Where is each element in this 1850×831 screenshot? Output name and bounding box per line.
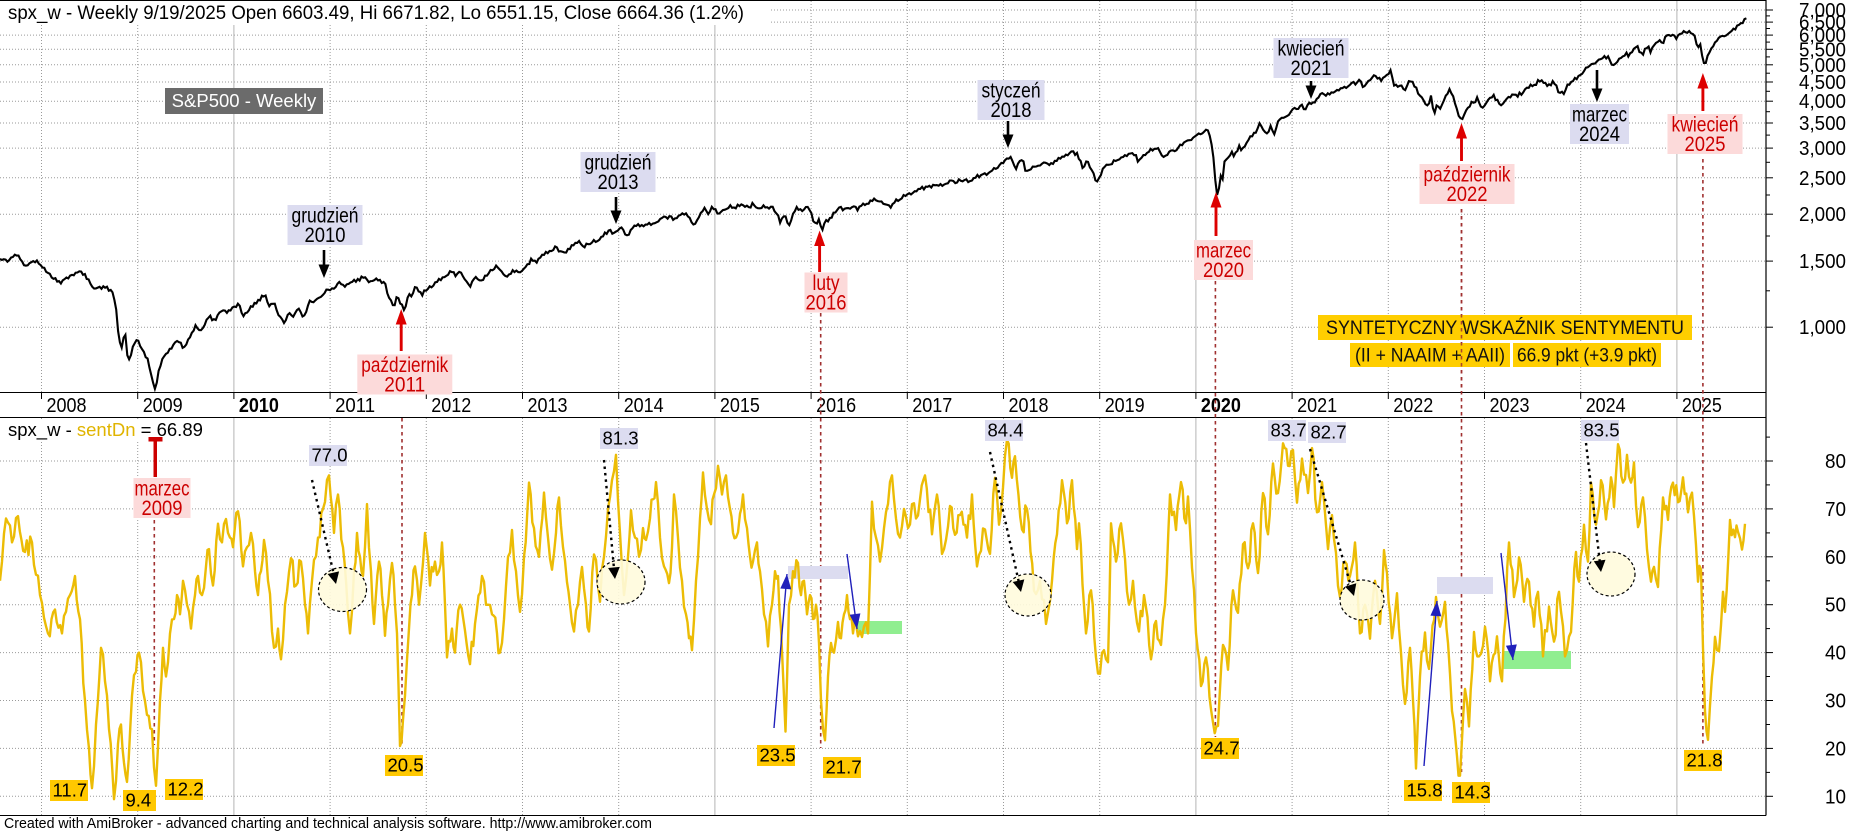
svg-text:2025: 2025 [1685, 133, 1726, 156]
svg-text:2011: 2011 [384, 374, 425, 397]
svg-text:2010: 2010 [305, 224, 346, 247]
svg-text:84.4: 84.4 [988, 420, 1024, 441]
svg-text:6,500: 6,500 [1799, 12, 1846, 34]
svg-text:2009: 2009 [142, 497, 183, 520]
svg-text:S&P500 - Weekly: S&P500 - Weekly [172, 90, 317, 111]
svg-text:2021: 2021 [1291, 57, 1332, 80]
svg-text:spx_w - Weekly 9/19/2025 Open: spx_w - Weekly 9/19/2025 Open 6603.49, H… [8, 3, 744, 24]
svg-text:4,000: 4,000 [1799, 91, 1846, 113]
svg-text:marzec: marzec [135, 478, 190, 501]
svg-text:2016: 2016 [806, 292, 847, 315]
svg-text:grudzień: grudzień [585, 152, 652, 175]
svg-text:5,500: 5,500 [1799, 39, 1846, 61]
svg-text:kwiecień: kwiecień [1672, 114, 1739, 137]
svg-text:1,500: 1,500 [1799, 251, 1846, 273]
svg-text:11.7: 11.7 [53, 780, 88, 801]
svg-text:2017: 2017 [912, 395, 952, 417]
svg-text:5,000: 5,000 [1799, 55, 1846, 77]
svg-text:2023: 2023 [1490, 395, 1530, 417]
svg-text:2024: 2024 [1579, 123, 1620, 146]
svg-text:2,500: 2,500 [1799, 168, 1846, 190]
svg-text:14.3: 14.3 [1455, 782, 1491, 803]
svg-text:marzec: marzec [1196, 240, 1251, 263]
svg-text:marzec: marzec [1572, 104, 1627, 127]
svg-text:23.5: 23.5 [760, 745, 796, 766]
svg-text:2010: 2010 [239, 395, 279, 417]
svg-text:21.7: 21.7 [826, 757, 862, 778]
svg-text:70: 70 [1825, 499, 1846, 521]
svg-text:SYNTETYCZNY WSKAŹNIK SENTYMENT: SYNTETYCZNY WSKAŹNIK SENTYMENTU [1326, 316, 1684, 339]
svg-text:2009: 2009 [143, 395, 183, 417]
svg-text:spx_w - sentDn = 66.89: spx_w - sentDn = 66.89 [8, 419, 203, 441]
svg-text:80: 80 [1825, 451, 1846, 473]
svg-text:2018: 2018 [991, 99, 1032, 122]
svg-text:15.8: 15.8 [1407, 780, 1443, 801]
svg-text:styczeń: styczeń [982, 80, 1041, 103]
svg-text:2018: 2018 [1009, 395, 1049, 417]
svg-text:2011: 2011 [335, 395, 375, 417]
svg-text:2024: 2024 [1586, 395, 1626, 417]
svg-text:2012: 2012 [431, 395, 471, 417]
svg-text:20: 20 [1825, 738, 1846, 760]
svg-text:2020: 2020 [1201, 395, 1241, 417]
svg-text:2022: 2022 [1393, 395, 1433, 417]
svg-text:2016: 2016 [816, 395, 856, 417]
svg-text:60: 60 [1825, 547, 1846, 569]
svg-text:3,000: 3,000 [1799, 138, 1846, 160]
svg-text:2,000: 2,000 [1799, 204, 1846, 226]
svg-text:9.4: 9.4 [126, 790, 152, 811]
svg-text:77.0: 77.0 [312, 445, 348, 466]
svg-text:październik: październik [1424, 164, 1511, 187]
svg-text:3,500: 3,500 [1799, 113, 1846, 135]
svg-text:2014: 2014 [624, 395, 664, 417]
svg-text:Created with AmiBroker - advan: Created with AmiBroker - advanced charti… [4, 815, 652, 831]
svg-text:2013: 2013 [528, 395, 568, 417]
svg-text:grudzień: grudzień [292, 205, 359, 228]
svg-text:21.8: 21.8 [1687, 750, 1723, 771]
svg-text:82.7: 82.7 [1311, 422, 1347, 443]
svg-text:2015: 2015 [720, 395, 760, 417]
svg-text:66.9 pkt (+3.9 pkt): 66.9 pkt (+3.9 pkt) [1517, 345, 1657, 367]
svg-text:30: 30 [1825, 691, 1846, 713]
svg-text:październik: październik [361, 354, 448, 377]
svg-text:1,000: 1,000 [1799, 317, 1846, 339]
svg-text:2020: 2020 [1203, 259, 1244, 282]
svg-text:7,000: 7,000 [1799, 0, 1846, 22]
svg-text:2019: 2019 [1105, 395, 1145, 417]
svg-text:24.7: 24.7 [1204, 738, 1240, 759]
svg-text:2013: 2013 [598, 171, 639, 194]
svg-text:10: 10 [1825, 786, 1846, 808]
svg-text:2021: 2021 [1297, 395, 1337, 417]
svg-text:2025: 2025 [1682, 395, 1722, 417]
svg-text:20.5: 20.5 [388, 755, 424, 776]
svg-text:luty: luty [813, 272, 840, 295]
svg-text:81.3: 81.3 [603, 428, 639, 449]
svg-text:kwiecień: kwiecień [1278, 38, 1345, 61]
svg-text:83.7: 83.7 [1271, 420, 1307, 441]
svg-text:12.2: 12.2 [168, 779, 204, 800]
svg-text:4,500: 4,500 [1799, 72, 1846, 94]
svg-text:(II + NAAIM + AAII): (II + NAAIM + AAII) [1355, 345, 1505, 367]
svg-text:50: 50 [1825, 595, 1846, 617]
svg-text:6,000: 6,000 [1799, 25, 1846, 47]
svg-text:83.5: 83.5 [1584, 420, 1620, 441]
svg-text:2008: 2008 [47, 395, 87, 417]
svg-text:2022: 2022 [1447, 183, 1488, 206]
svg-text:40: 40 [1825, 643, 1846, 665]
